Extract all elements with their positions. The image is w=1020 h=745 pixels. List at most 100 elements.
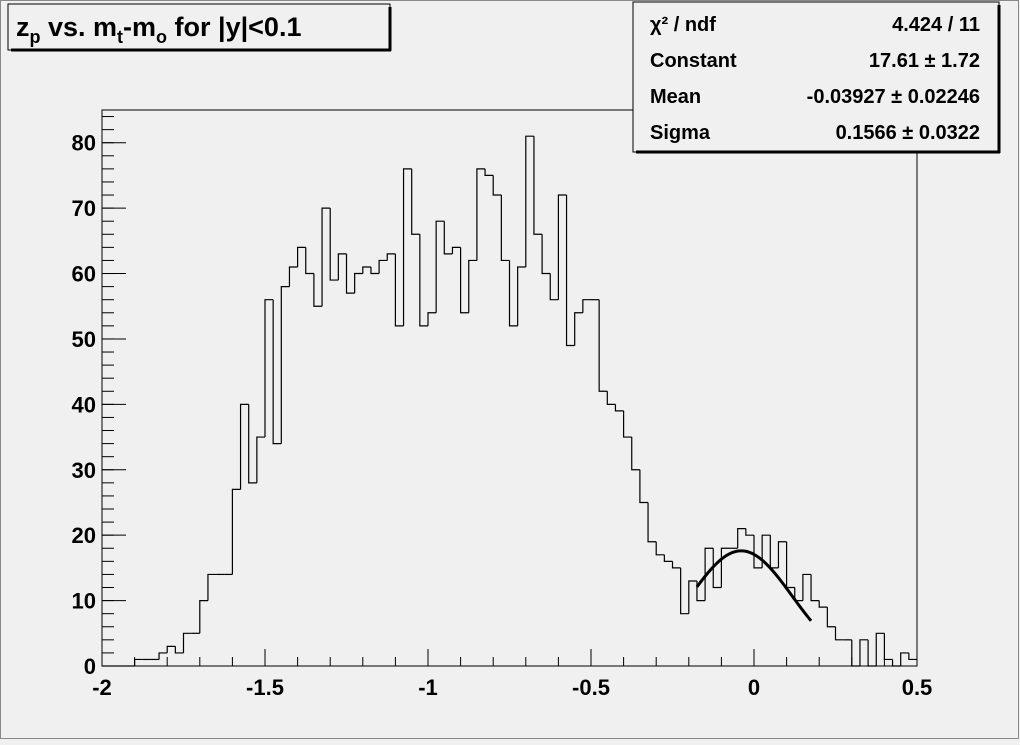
title-text: for |y|<0.1 xyxy=(167,12,301,42)
histogram-bin xyxy=(354,272,363,294)
title-text: vs. m xyxy=(41,12,118,42)
y-tick-label: 80 xyxy=(72,131,96,156)
histogram-bin xyxy=(313,273,323,307)
x-tick-label: -1 xyxy=(418,675,438,700)
histogram-bin xyxy=(606,391,616,405)
histogram-bin xyxy=(158,652,168,660)
y-tick-label: 10 xyxy=(72,589,96,614)
stats-label: Mean xyxy=(650,86,701,108)
histogram-bin xyxy=(647,502,657,543)
histogram-bin xyxy=(443,221,453,255)
fit-curve xyxy=(695,549,813,622)
histogram-bin xyxy=(851,639,860,667)
histogram-bin xyxy=(134,658,143,666)
histogram-bin xyxy=(451,246,461,254)
histogram-bin xyxy=(337,253,347,281)
histogram-bin xyxy=(435,220,445,313)
stats-label: χ² / ndf xyxy=(650,14,716,36)
histogram-bin xyxy=(297,246,306,267)
histogram-bin xyxy=(321,207,331,307)
frame xyxy=(101,109,918,667)
histogram-bin xyxy=(908,652,917,661)
histogram-bin xyxy=(248,404,257,484)
histogram-bin xyxy=(468,259,477,313)
histogram-bin xyxy=(199,599,208,634)
histogram-bin xyxy=(753,535,763,569)
histogram-bin xyxy=(574,312,583,346)
histogram-bin xyxy=(166,645,176,653)
histogram-bin xyxy=(549,273,559,301)
histogram-bin xyxy=(623,410,632,438)
histogram-bin xyxy=(329,208,339,281)
histogram-bin xyxy=(305,247,314,275)
title-subscript: p xyxy=(30,27,41,47)
y-tick-label: 0 xyxy=(84,654,96,679)
histogram-bin xyxy=(264,299,274,438)
histogram-bin xyxy=(867,639,877,667)
title-text: -m xyxy=(123,12,156,42)
histogram-bin xyxy=(565,195,575,347)
histogram-bin xyxy=(582,299,591,313)
stats-label: Constant xyxy=(650,50,737,72)
x-tick-label: 0 xyxy=(748,675,760,700)
histogram-bin xyxy=(484,168,494,177)
x-tick-label: 0.5 xyxy=(902,675,933,700)
histogram-bin xyxy=(288,266,298,287)
histogram-bin xyxy=(231,488,241,575)
histogram-bin xyxy=(207,573,217,601)
histogram-bin xyxy=(875,632,885,666)
histogram-bin xyxy=(500,195,510,262)
histogram-bin xyxy=(883,633,893,661)
x-tick-label: -0.5 xyxy=(572,675,610,700)
histogram-bin xyxy=(802,573,812,601)
x-tick-label: -2 xyxy=(92,675,112,700)
title-subscript: o xyxy=(156,27,167,47)
histogram-bin xyxy=(639,469,649,504)
histogram-bin xyxy=(427,312,437,326)
title-text: z xyxy=(16,12,30,42)
y-tick-label: 60 xyxy=(72,262,96,287)
histogram-bin xyxy=(655,541,665,556)
histogram-bin xyxy=(598,299,608,392)
histogram-bin xyxy=(256,436,265,483)
histogram-bin xyxy=(834,626,844,641)
histogram-bin xyxy=(525,135,534,267)
histogram-bin xyxy=(386,253,396,261)
histogram-bin xyxy=(280,286,290,444)
histogram-bin xyxy=(362,266,371,274)
histogram-bin xyxy=(810,574,820,602)
histogram-bin xyxy=(696,580,706,602)
y-tick-label: 40 xyxy=(72,392,96,417)
histogram-bin xyxy=(737,528,746,549)
histogram-bin xyxy=(411,168,420,235)
histogram-bin xyxy=(239,403,249,490)
histogram-bin xyxy=(720,547,730,588)
y-tick-label: 50 xyxy=(72,327,96,352)
histogram-bin xyxy=(712,548,722,589)
histogram-bin xyxy=(419,234,428,327)
title-subscript: t xyxy=(117,27,123,47)
x-tick-label: -1.5 xyxy=(246,675,284,700)
histogram-bin xyxy=(704,547,714,601)
histogram-bin xyxy=(891,659,901,667)
title-box xyxy=(7,3,391,51)
histogram-bin xyxy=(859,639,869,666)
histogram-bin xyxy=(402,168,412,326)
y-tick-label: 70 xyxy=(72,196,96,221)
y-tick-label: 20 xyxy=(72,523,96,548)
stats-box xyxy=(632,1,1000,153)
histogram-bin xyxy=(688,580,697,614)
histogram-bin xyxy=(663,554,673,562)
stats-value: 4.424 / 11 xyxy=(892,14,980,36)
histogram-bin xyxy=(476,168,486,261)
histogram-bin xyxy=(272,299,282,445)
histogram-bin xyxy=(671,561,681,569)
histogram-bin xyxy=(900,652,909,666)
histogram-bin xyxy=(492,175,502,196)
stats-value: 0.1566 ± 0.0322 xyxy=(836,122,980,144)
stats-label: Sigma xyxy=(650,122,711,144)
histogram-bin xyxy=(745,528,754,536)
y-tick-label: 30 xyxy=(72,458,96,483)
